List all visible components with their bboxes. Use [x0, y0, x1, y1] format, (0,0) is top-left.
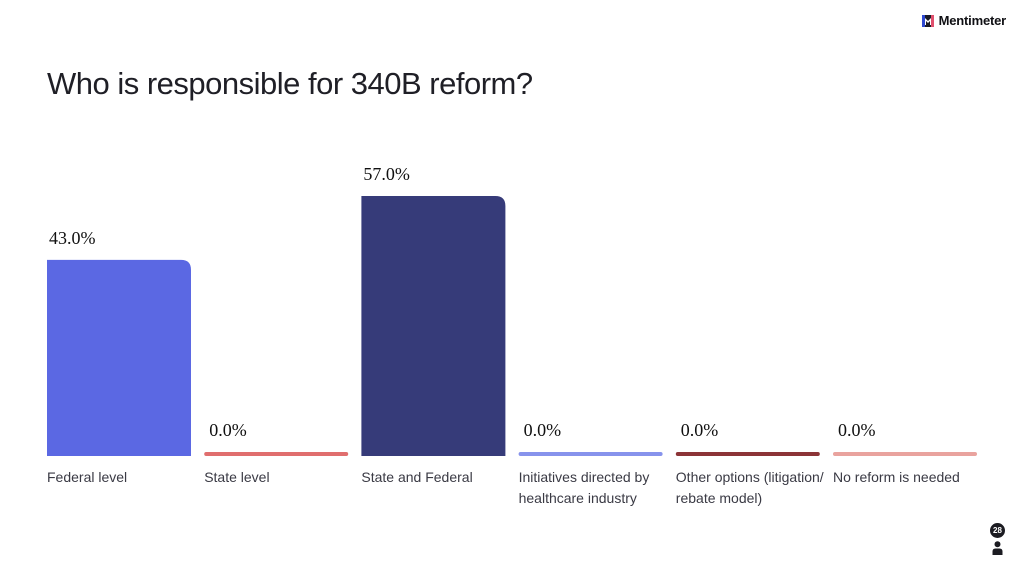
- category-label-2: State and Federal: [361, 469, 473, 485]
- value-label-3: 0.0%: [524, 420, 562, 440]
- person-icon: [992, 541, 1003, 555]
- brand-name: Mentimeter: [938, 13, 1007, 28]
- bar-2: [361, 196, 506, 456]
- category-label-5: No reform is needed: [833, 469, 960, 485]
- value-label-4: 0.0%: [681, 420, 719, 440]
- participant-counter[interactable]: 28: [987, 523, 1007, 557]
- brand: Mentimeter: [921, 13, 1007, 28]
- bar-5: [833, 452, 977, 456]
- category-label-3: Initiatives directed by healthcare indus…: [518, 469, 650, 506]
- value-label-5: 0.0%: [838, 420, 876, 440]
- value-label-1: 0.0%: [209, 420, 247, 440]
- bar-3: [518, 452, 663, 456]
- bar-0: [47, 259, 191, 456]
- mentimeter-logo-icon: [921, 14, 934, 27]
- value-label-0: 43.0%: [49, 228, 96, 248]
- bar-1: [204, 452, 349, 456]
- question-title: Who is responsible for 340B reform?: [47, 66, 533, 101]
- participant-count-badge: 28: [990, 523, 1005, 538]
- category-label-1: State level: [204, 469, 270, 485]
- category-label-4: Other options (litigation/ rebate model): [675, 469, 824, 506]
- category-label-0: Federal level: [47, 469, 128, 485]
- bar-4: [675, 452, 820, 456]
- value-label-2: 57.0%: [363, 164, 410, 184]
